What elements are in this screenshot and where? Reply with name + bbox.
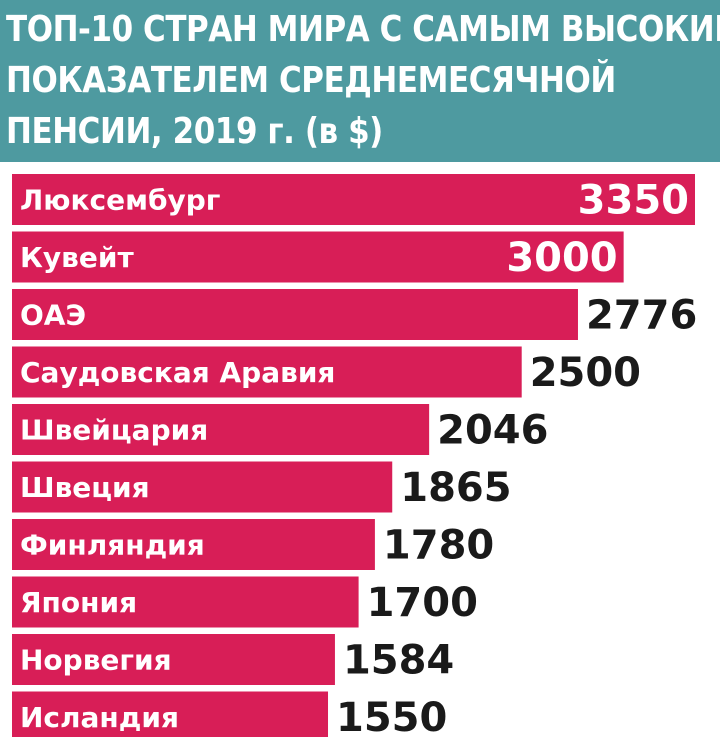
chart-title-line-3: ПЕНСИИ, 2019 г. (в $) (6, 111, 383, 152)
category-label: Саудовская Аравия (20, 356, 335, 389)
bar-row: Люксембург 3350 (12, 174, 695, 225)
value-label: 2776 (586, 293, 697, 339)
category-label: Швеция (20, 471, 150, 504)
value-label: 1780 (383, 523, 494, 569)
chart-title-line-1: ТОП-10 СТРАН МИРА С САМЫМ ВЫСОКИМ (6, 9, 720, 50)
value-label: 1584 (343, 638, 454, 684)
value-label: 1700 (367, 580, 478, 626)
value-label: 2500 (530, 350, 641, 396)
bar-row: Финляндия 1780 (12, 519, 494, 570)
bar-row: Саудовская Аравия 2500 (12, 346, 641, 398)
category-label: Кувейт (20, 241, 134, 274)
chart-title: ТОП-10 СТРАН МИРА С САМЫМ ВЫСОКИМ ПОКАЗА… (6, 4, 720, 157)
category-label: Норвегия (20, 644, 172, 677)
category-label: Швейцария (20, 414, 208, 447)
category-label: Финляндия (20, 529, 205, 562)
bar-row: Япония 1700 (12, 576, 478, 628)
category-label: Япония (20, 586, 137, 619)
bar (12, 174, 695, 225)
bar-row: Норвегия 1584 (12, 634, 454, 685)
chart-title-line-2: ПОКАЗАТЕЛЕМ СРЕДНЕМЕСЯЧНОЙ (6, 60, 616, 101)
bar-row: Кувейт 3000 (12, 231, 624, 283)
bar-row: ОАЭ 2776 (12, 289, 697, 340)
bar-row: Швеция 1865 (12, 461, 512, 513)
bar (12, 346, 522, 398)
bar (12, 461, 393, 513)
bar (12, 691, 329, 737)
value-label: 3350 (578, 178, 689, 224)
bar-row: Исландия 1550 (12, 691, 447, 737)
bar-row: Швейцария 2046 (12, 404, 548, 455)
category-label: ОАЭ (20, 299, 86, 332)
value-label: 2046 (437, 408, 548, 454)
chart-header: ТОП-10 СТРАН МИРА С САМЫМ ВЫСОКИМ ПОКАЗА… (0, 0, 720, 162)
bars-group: Люксембург 3350 Кувейт 3000 ОАЭ 2776 Саудовска… (12, 174, 697, 737)
category-label: Исландия (20, 701, 179, 734)
bar (12, 289, 578, 340)
value-label: 3000 (506, 235, 617, 281)
bar-chart: Люксембург 3350 Кувейт 3000 ОАЭ 2776 Саудовска… (12, 174, 697, 737)
bar (12, 519, 375, 570)
category-label: Люксембург (20, 184, 220, 217)
bar (12, 231, 624, 283)
bar (12, 576, 359, 628)
bar (12, 634, 335, 685)
bar (12, 404, 430, 455)
value-label: 1550 (336, 695, 447, 737)
value-label: 1865 (400, 465, 511, 511)
